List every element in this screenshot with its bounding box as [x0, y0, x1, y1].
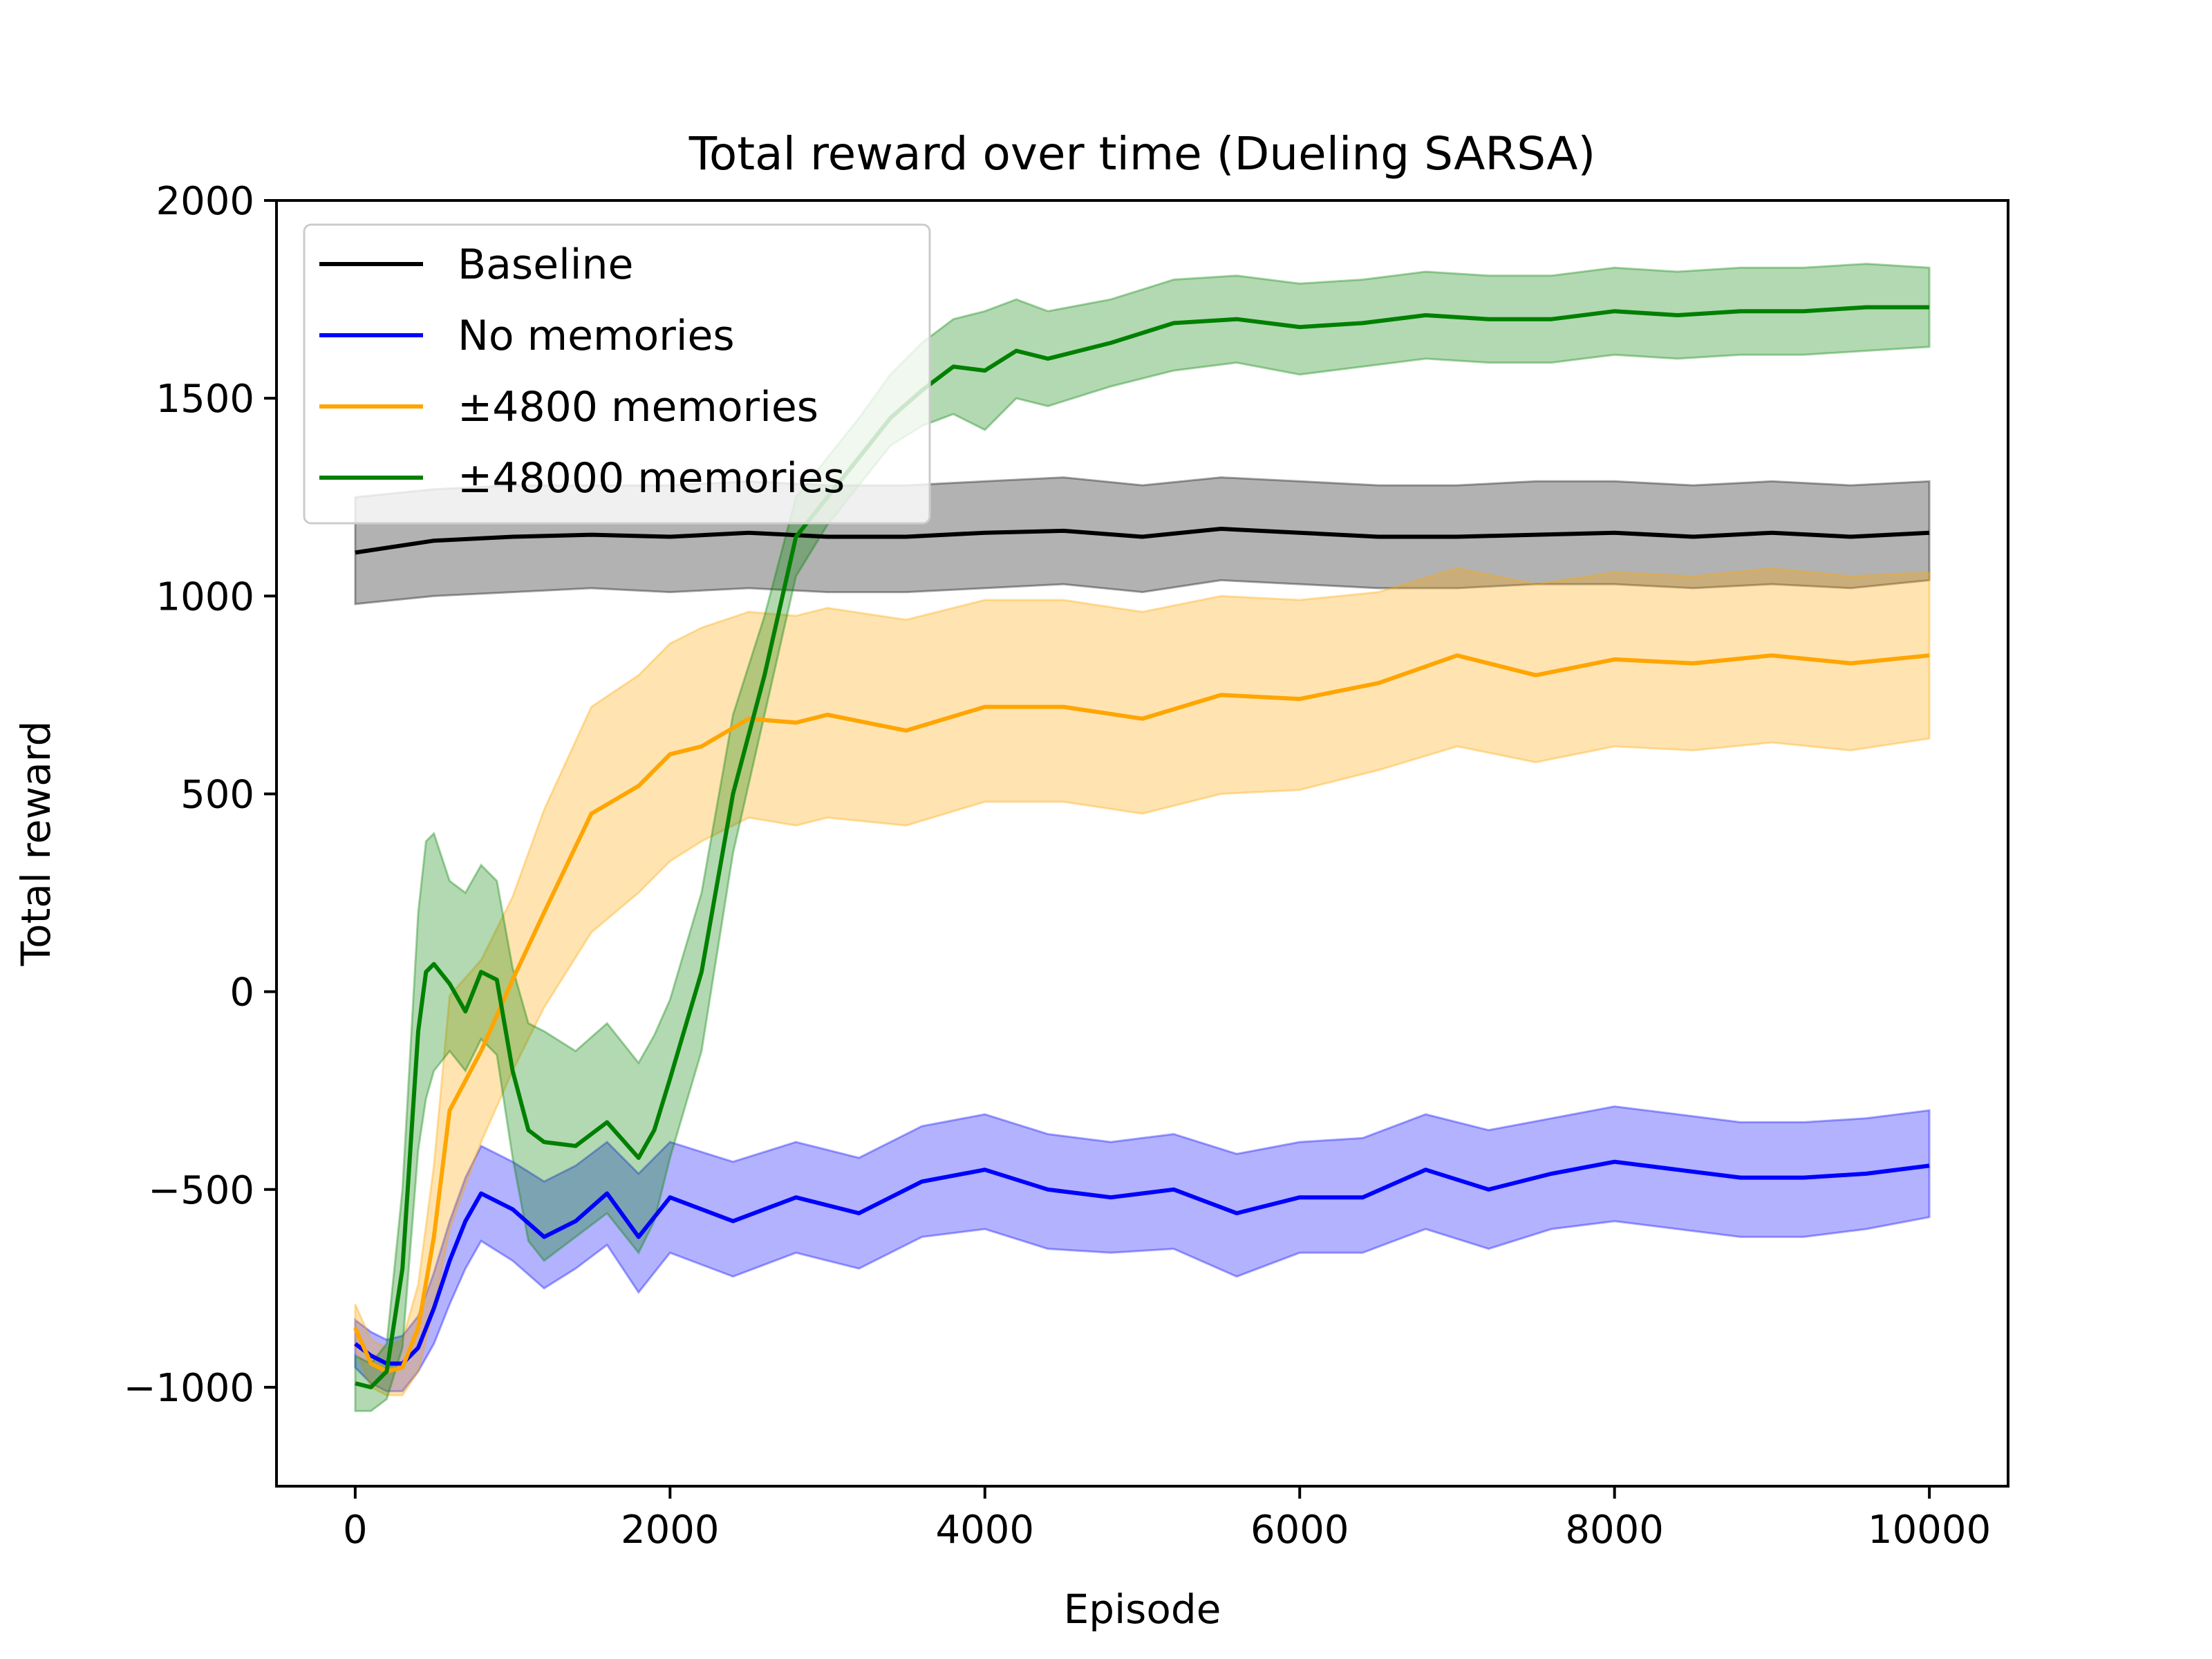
- x-tick-label: 0: [343, 1508, 368, 1553]
- x-axis-ticks: 0 2000 4000 6000 8000 10000: [343, 1486, 1991, 1553]
- series-3-band: [354, 263, 1931, 1412]
- x-axis-label: Episode: [1064, 1586, 1221, 1633]
- y-axis-label: Total reward: [12, 721, 59, 967]
- legend: Baseline No memories ±4800 memories ±48000 …: [303, 223, 931, 525]
- x-tick-label: 6000: [1250, 1508, 1349, 1553]
- series-lines: [353, 305, 1930, 1389]
- y-tick-label: 0: [229, 971, 254, 1015]
- plot-frame: [275, 199, 2009, 1488]
- x-tick-label: 2000: [621, 1508, 720, 1553]
- series-3-line: [355, 305, 1930, 1389]
- legend-box: [303, 223, 931, 525]
- x-tick-label: 10000: [1868, 1508, 1991, 1553]
- x-tick-label: 4000: [936, 1508, 1035, 1553]
- series-2-band: [354, 567, 1931, 1396]
- y-tick-label: −1000: [124, 1366, 254, 1411]
- y-tick-label: 2000: [156, 179, 254, 224]
- y-tick-label: 500: [180, 772, 254, 817]
- series-1-line: [354, 1159, 1930, 1366]
- series-2-line: [353, 653, 1930, 1374]
- y-tick-label: 1500: [156, 377, 254, 422]
- y-axis-ticks: 2000 1500 1000 500 0 −500 −1000: [124, 179, 276, 1411]
- legend-entry: Baseline: [458, 241, 633, 289]
- x-tick-label: 8000: [1565, 1508, 1664, 1553]
- legend-entry: ±4800 memories: [458, 383, 818, 431]
- legend-entry: ±48000 memories: [458, 454, 845, 503]
- legend-entry: No memories: [458, 312, 735, 360]
- chart-title: Total reward over time (Dueling SARSA): [688, 127, 1595, 180]
- y-tick-label: −500: [148, 1168, 254, 1213]
- series-0-line: [355, 527, 1930, 555]
- y-tick-label: 1000: [156, 574, 254, 619]
